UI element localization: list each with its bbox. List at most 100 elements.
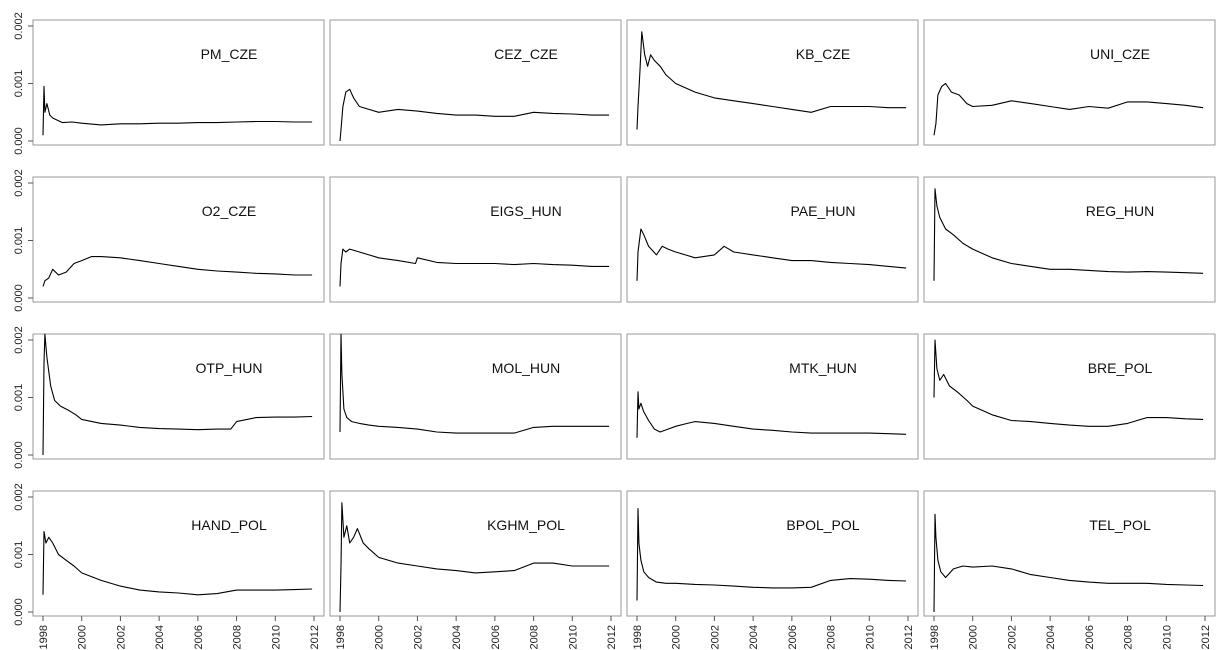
- panel: BPOL_POL 1998 2000 2002 2004 2006 2008 2010 2012: [626, 490, 919, 649]
- x-tick-label: 2008: [1123, 625, 1135, 649]
- panel: CEZ_CZE: [329, 19, 622, 146]
- panel-frame: [626, 19, 919, 146]
- panel-frame: [32, 333, 325, 460]
- x-tick-label: 2006: [193, 625, 205, 649]
- series-line: [42, 333, 313, 456]
- panel-title: BRE_POL: [1088, 360, 1153, 376]
- x-tick-label: 2004: [1045, 625, 1057, 649]
- panel-frame: [32, 19, 325, 146]
- series-line: [42, 530, 313, 596]
- x-tick-label: 2012: [309, 625, 321, 649]
- panel: TEL_POL 1998 2000 2002 2004 2006 2008 2010 2012: [923, 490, 1216, 649]
- panel-frame: [626, 176, 919, 303]
- panel: MOL_HUN: [329, 333, 622, 460]
- y-tick-label: 0.000: [13, 284, 25, 312]
- panel-frame: [923, 176, 1216, 303]
- panel: HAND_POL 0.000 0.001 0.002 1998 2000 2002 2004 2…: [13, 483, 325, 649]
- x-tick-label: 2002: [115, 625, 127, 649]
- panel-title: EIGS_HUN: [490, 203, 562, 219]
- panel-frame: [329, 490, 622, 617]
- series-line: [636, 507, 907, 601]
- panel-title: KGHM_POL: [487, 517, 565, 533]
- x-tick-label: 1998: [929, 625, 941, 649]
- panel-title: O2_CZE: [202, 203, 256, 219]
- x-tick-label: 2008: [232, 625, 244, 649]
- x-tick-label: 2000: [77, 625, 89, 649]
- panel-title: REG_HUN: [1086, 203, 1154, 219]
- panel-title: BPOL_POL: [786, 517, 859, 533]
- panel-title: PM_CZE: [201, 46, 258, 62]
- series-line: [42, 256, 313, 287]
- panel-frame: [32, 490, 325, 617]
- panel-frame: [329, 333, 622, 460]
- panel-frame: [923, 490, 1216, 617]
- x-tick-label: 2010: [567, 625, 579, 649]
- x-tick-label: 2004: [451, 625, 463, 649]
- x-tick-label: 2012: [903, 625, 915, 649]
- x-tick-label: 2006: [490, 625, 502, 649]
- panel-frame: [626, 333, 919, 460]
- panel-title: TEL_POL: [1089, 517, 1151, 533]
- panel-frame: [923, 333, 1216, 460]
- y-tick-label: 0.000: [13, 598, 25, 626]
- panel-title: HAND_POL: [191, 517, 267, 533]
- x-tick-label: 2006: [787, 625, 799, 649]
- x-tick-label: 2012: [1200, 625, 1212, 649]
- panel: UNI_CZE: [923, 19, 1216, 146]
- panel: MTK_HUN: [626, 333, 919, 460]
- y-tick-label: 0.001: [13, 384, 25, 412]
- x-tick-label: 1998: [38, 625, 50, 649]
- x-tick-label: 2002: [1006, 625, 1018, 649]
- y-tick-label: 0.002: [13, 12, 25, 40]
- panel-frame: [329, 176, 622, 303]
- panel-frame: [626, 490, 919, 617]
- series-line: [339, 88, 610, 142]
- panel: REG_HUN: [923, 176, 1216, 303]
- panel-title: OTP_HUN: [196, 360, 263, 376]
- x-tick-label: 2010: [270, 625, 282, 649]
- y-tick-label: 0.001: [13, 227, 25, 255]
- y-tick-label: 0.001: [13, 541, 25, 569]
- panel-title: CEZ_CZE: [494, 46, 558, 62]
- panel: BRE_POL: [923, 333, 1216, 460]
- x-tick-label: 2012: [606, 625, 618, 649]
- series-line: [636, 391, 907, 438]
- x-tick-label: 1998: [335, 625, 347, 649]
- series-line: [42, 85, 313, 136]
- series-line: [933, 339, 1204, 427]
- y-tick-label: 0.002: [13, 483, 25, 511]
- panel: EIGS_HUN: [329, 176, 622, 303]
- panel-frame: [32, 176, 325, 303]
- y-tick-label: 0.001: [13, 70, 25, 98]
- x-tick-label: 2010: [864, 625, 876, 649]
- series-line: [339, 502, 610, 613]
- y-tick-label: 0.000: [13, 441, 25, 469]
- panel-frame: [329, 19, 622, 146]
- x-tick-label: 2004: [748, 625, 760, 649]
- x-tick-label: 2002: [709, 625, 721, 649]
- x-tick-label: 2000: [671, 625, 683, 649]
- panel-title: MTK_HUN: [789, 360, 857, 376]
- panel: OTP_HUN 0.000 0.001 0.002: [13, 326, 325, 469]
- x-tick-label: 2000: [374, 625, 386, 649]
- x-tick-label: 1998: [632, 625, 644, 649]
- x-tick-label: 2006: [1084, 625, 1096, 649]
- x-tick-label: 2000: [968, 625, 980, 649]
- y-tick-label: 0.000: [13, 127, 25, 155]
- series-line: [933, 188, 1204, 281]
- panel: KGHM_POL 1998 2000 2002 2004 2006 2008 2010 2012: [329, 490, 622, 649]
- series-line: [933, 82, 1204, 136]
- panel-title: MOL_HUN: [492, 360, 560, 376]
- panel-title: KB_CZE: [796, 46, 850, 62]
- panel-title: PAE_HUN: [790, 203, 855, 219]
- panel: PM_CZE 0.000 0.001 0.002: [13, 12, 325, 155]
- series-line: [636, 228, 907, 281]
- panel: KB_CZE: [626, 19, 919, 146]
- series-line: [339, 248, 610, 287]
- x-tick-label: 2010: [1161, 625, 1173, 649]
- panel: O2_CZE 0.000 0.001 0.002: [13, 169, 325, 312]
- panel-frame: [923, 19, 1216, 146]
- y-tick-label: 0.002: [13, 326, 25, 354]
- x-tick-label: 2008: [826, 625, 838, 649]
